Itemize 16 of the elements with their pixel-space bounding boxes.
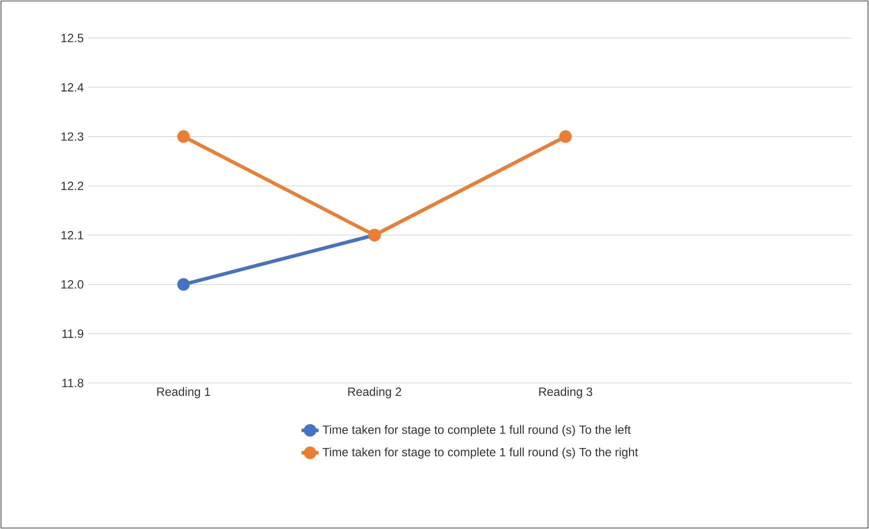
y-tick-label: 12.5: [61, 34, 84, 42]
point: [177, 130, 190, 143]
y-tick-label: 12.3: [61, 132, 84, 141]
y-tick-label: 11.9: [62, 329, 84, 338]
x-tick-label: Reading 1: [157, 387, 210, 398]
legend-label: Time taken for stage to complete 1 full round (s) To the left: [322, 425, 631, 436]
y-tick-label: 12.4: [61, 83, 84, 92]
y-tick-label: 12.1: [61, 230, 84, 240]
x-tick-label: Reading 3: [539, 387, 592, 398]
y-tick-label: 12.2: [61, 182, 84, 190]
x-tick-label: Reading 2: [348, 387, 402, 398]
legend-label: Time taken for stage to complete 1 full round (s) To the right: [322, 448, 638, 459]
y-tick-label: 12.0: [61, 280, 84, 289]
point: [559, 130, 572, 143]
point: [177, 278, 190, 291]
y-tick-label: 11.8: [62, 378, 84, 388]
